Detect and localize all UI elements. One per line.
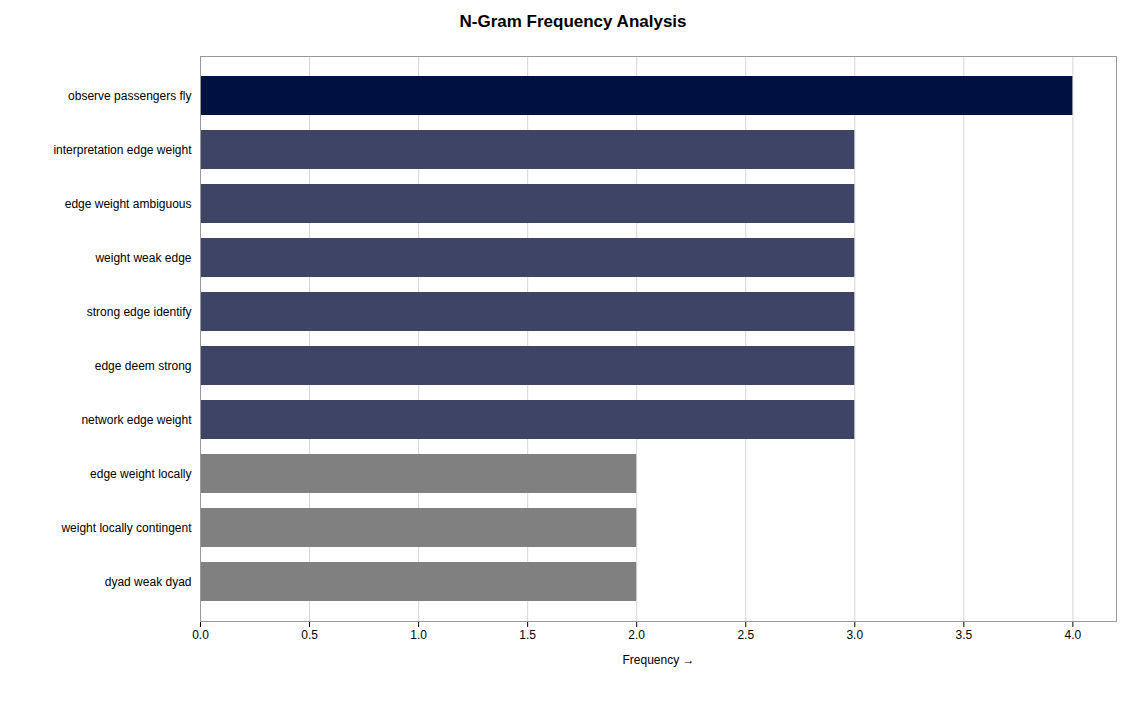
svg-text:1.5: 1.5 xyxy=(519,628,536,642)
svg-text:4.0: 4.0 xyxy=(1065,628,1082,642)
svg-text:strong edge identify: strong edge identify xyxy=(87,305,192,319)
svg-text:2.0: 2.0 xyxy=(628,628,645,642)
svg-text:0.5: 0.5 xyxy=(301,628,318,642)
svg-text:3.0: 3.0 xyxy=(846,628,863,642)
svg-text:observe passengers fly: observe passengers fly xyxy=(68,89,191,103)
svg-text:1.0: 1.0 xyxy=(410,628,427,642)
svg-text:weight weak edge: weight weak edge xyxy=(94,251,191,265)
svg-text:weight locally contingent: weight locally contingent xyxy=(60,521,192,535)
html-text:N-Gram Frequency Analysis: N-Gram Frequency Analysis xyxy=(459,12,687,31)
svg-text:edge weight locally: edge weight locally xyxy=(90,467,191,481)
svg-text:Frequency →: Frequency → xyxy=(622,653,694,667)
svg-text:dyad weak dyad: dyad weak dyad xyxy=(105,575,192,589)
svg-text:network edge weight: network edge weight xyxy=(81,413,192,427)
svg-text:0.0: 0.0 xyxy=(192,628,209,642)
svg-text:edge deem strong: edge deem strong xyxy=(95,359,192,373)
svg-text:3.5: 3.5 xyxy=(955,628,972,642)
svg-text:edge weight ambiguous: edge weight ambiguous xyxy=(65,197,192,211)
svg-text:2.5: 2.5 xyxy=(737,628,754,642)
svg-text:interpretation edge weight: interpretation edge weight xyxy=(53,143,192,157)
